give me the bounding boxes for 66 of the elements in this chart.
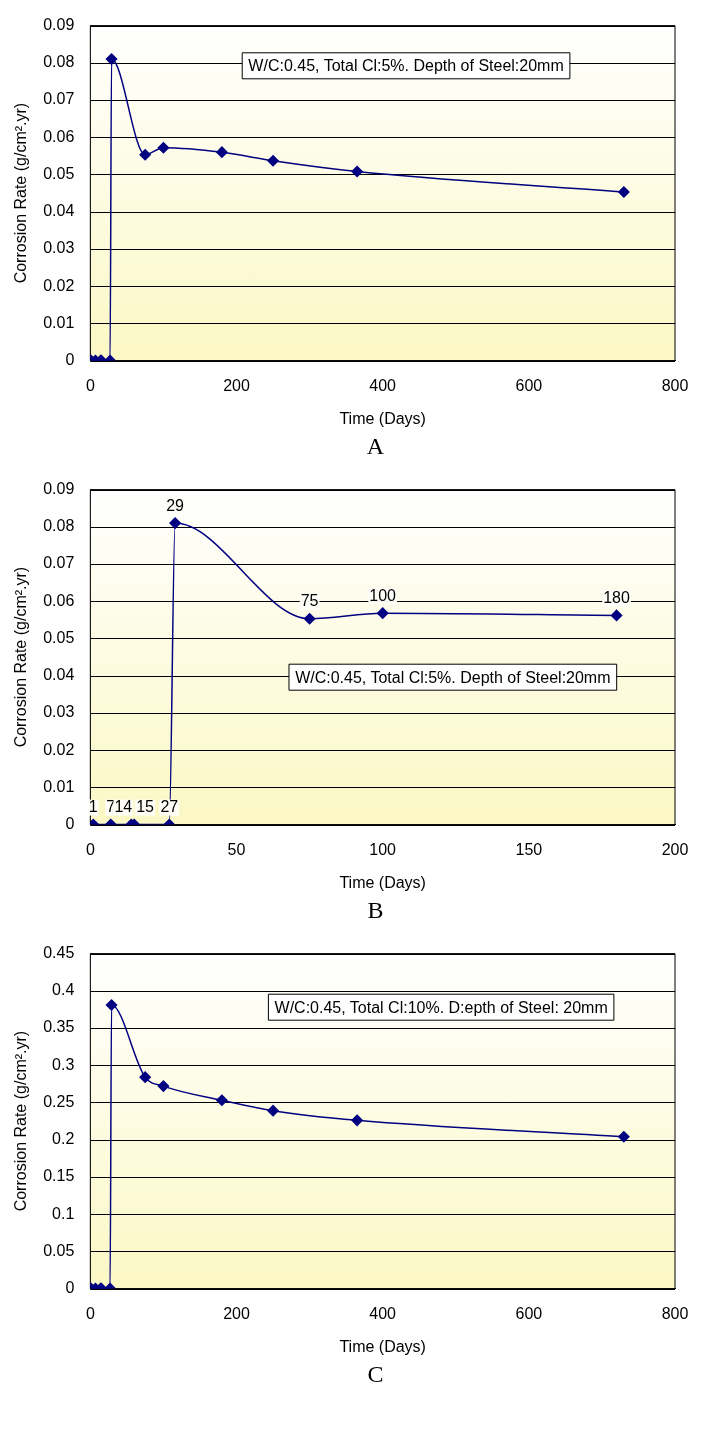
annotation: 1 <box>88 798 98 816</box>
y-tick-label: 0.03 <box>43 239 75 257</box>
annotation: 100 <box>369 586 397 604</box>
y-tick-label: 0 <box>65 815 75 833</box>
annotation: 27 <box>160 798 179 816</box>
x-tick-label: 200 <box>661 840 689 858</box>
x-tick-label: 600 <box>515 376 543 394</box>
x-tick-label: 50 <box>227 840 246 858</box>
x-tick-label: 200 <box>223 1304 250 1322</box>
y-tick-label: 0.04 <box>43 202 75 220</box>
x-axis-title: Time (Days) <box>339 873 426 891</box>
x-tick-label: 400 <box>369 376 397 394</box>
x-tick-label: 0 <box>85 1304 95 1322</box>
annotation: 7 <box>106 798 116 816</box>
annotation: 180 <box>603 588 630 606</box>
y-tick-label: 0.35 <box>43 1018 75 1036</box>
x-axis-title: Time (Days) <box>339 409 426 427</box>
y-axis-title: Corrosion Rate (g/cm².yr) <box>12 566 30 748</box>
y-tick-label: 0.15 <box>43 1167 75 1185</box>
annotation: 15 <box>136 798 155 816</box>
y-axis-title: Corrosion Rate (g/cm².yr) <box>12 102 30 284</box>
y-axis-title: Corrosion Rate (g/cm².yr) <box>12 1030 30 1212</box>
y-tick-label: 0.02 <box>43 276 75 294</box>
x-tick-label: 400 <box>369 1304 397 1322</box>
annotation: 29 <box>166 496 185 514</box>
annotation: W/C:0.45, Total Cl:10%. D:epth of Steel: 20mm <box>274 998 608 1016</box>
y-tick-label: 0.01 <box>43 313 75 331</box>
y-tick-label: 0.08 <box>43 517 75 535</box>
x-tick-label: 800 <box>661 1304 689 1322</box>
y-tick-label: 0.05 <box>43 164 75 182</box>
y-tick-label: 0.45 <box>43 944 75 962</box>
y-tick-label: 0.01 <box>43 777 75 795</box>
y-tick-label: 0.09 <box>43 480 75 498</box>
annotation: W/C:0.45, Total Cl:5%. Depth of Steel:20mm <box>295 668 611 686</box>
y-tick-label: 0.02 <box>43 740 75 758</box>
y-tick-label: 0.09 <box>43 16 75 34</box>
x-tick-label: 800 <box>661 376 689 394</box>
y-tick-label: 0.07 <box>43 554 75 572</box>
y-tick-label: 0.1 <box>52 1204 75 1222</box>
y-tick-label: 0.3 <box>52 1055 75 1073</box>
y-tick-label: 0.06 <box>43 591 75 609</box>
y-tick-label: 0.25 <box>43 1092 75 1110</box>
x-tick-label: 150 <box>515 840 543 858</box>
y-tick-label: 0.06 <box>43 127 75 145</box>
text: C <box>366 1361 385 1388</box>
x-tick-label: 200 <box>223 376 250 394</box>
x-tick-label: 0 <box>85 840 95 858</box>
annotation: W/C:0.45, Total Cl:5%. Depth of Steel:20mm <box>248 57 564 75</box>
y-tick-label: 0.03 <box>43 703 75 721</box>
annotation: 75 <box>300 592 319 610</box>
y-tick-label: 0.4 <box>52 981 75 999</box>
x-axis-title: Time (Days) <box>339 1337 426 1355</box>
y-tick-label: 0.05 <box>43 628 75 646</box>
y-tick-label: 0 <box>65 1279 75 1297</box>
text: A <box>365 433 386 460</box>
y-tick-label: 0.05 <box>43 1241 75 1259</box>
y-tick-label: 0.07 <box>43 90 75 108</box>
y-tick-label: 0.08 <box>43 53 75 71</box>
y-tick-label: 0 <box>65 351 75 369</box>
y-tick-label: 0.04 <box>43 666 75 684</box>
x-tick-label: 100 <box>369 840 397 858</box>
x-tick-label: 0 <box>85 376 95 394</box>
x-tick-label: 600 <box>515 1304 543 1322</box>
text: B <box>366 897 385 924</box>
y-tick-label: 0.2 <box>52 1130 75 1148</box>
annotation: 14 <box>114 798 133 816</box>
